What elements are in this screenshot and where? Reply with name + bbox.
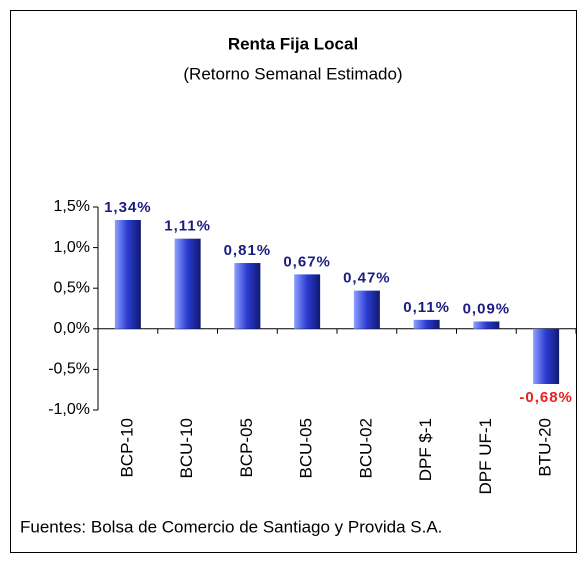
bar xyxy=(473,321,500,329)
value-label: 0,11% xyxy=(403,299,450,316)
value-label: 0,67% xyxy=(283,253,331,270)
x-tick-label: BCP-10 xyxy=(117,418,136,478)
bar xyxy=(114,219,141,329)
x-tick-label: DPF UF-1 xyxy=(476,418,495,495)
bar xyxy=(174,238,201,329)
y-tick-label: 0,5% xyxy=(54,279,90,296)
y-tick-label: 1,5% xyxy=(54,198,90,215)
x-tick-label: BCP-05 xyxy=(237,418,256,478)
value-label: -0,68% xyxy=(519,389,573,406)
x-tick-label: BTU-20 xyxy=(536,418,555,477)
y-tick-label: 1,0% xyxy=(54,239,90,256)
x-tick-label: DPF $-1 xyxy=(416,418,435,481)
frame xyxy=(10,10,577,553)
x-tick-label: BCU-02 xyxy=(356,418,375,478)
value-label: 1,11% xyxy=(164,218,211,235)
footnote: Fuentes: Bolsa de Comercio de Santiago y… xyxy=(20,517,442,536)
value-label: 0,81% xyxy=(224,242,272,259)
value-label: 0,47% xyxy=(343,270,391,287)
value-label: 1,34% xyxy=(104,199,152,216)
bar xyxy=(533,328,560,385)
bar xyxy=(234,263,261,329)
bar xyxy=(413,319,440,329)
chart-subtitle: (Retorno Semanal Estimado) xyxy=(183,64,402,83)
y-tick-label: 0,0% xyxy=(54,320,90,337)
y-tick-label: -0,5% xyxy=(48,361,90,378)
value-label: 0,09% xyxy=(463,300,511,317)
chart-title: Renta Fija Local xyxy=(228,34,358,53)
x-tick-label: BCU-10 xyxy=(177,418,196,478)
bar xyxy=(353,290,380,329)
x-tick-label: BCU-05 xyxy=(297,418,316,478)
y-tick-label: -1,0% xyxy=(48,401,90,418)
bar xyxy=(294,274,321,329)
